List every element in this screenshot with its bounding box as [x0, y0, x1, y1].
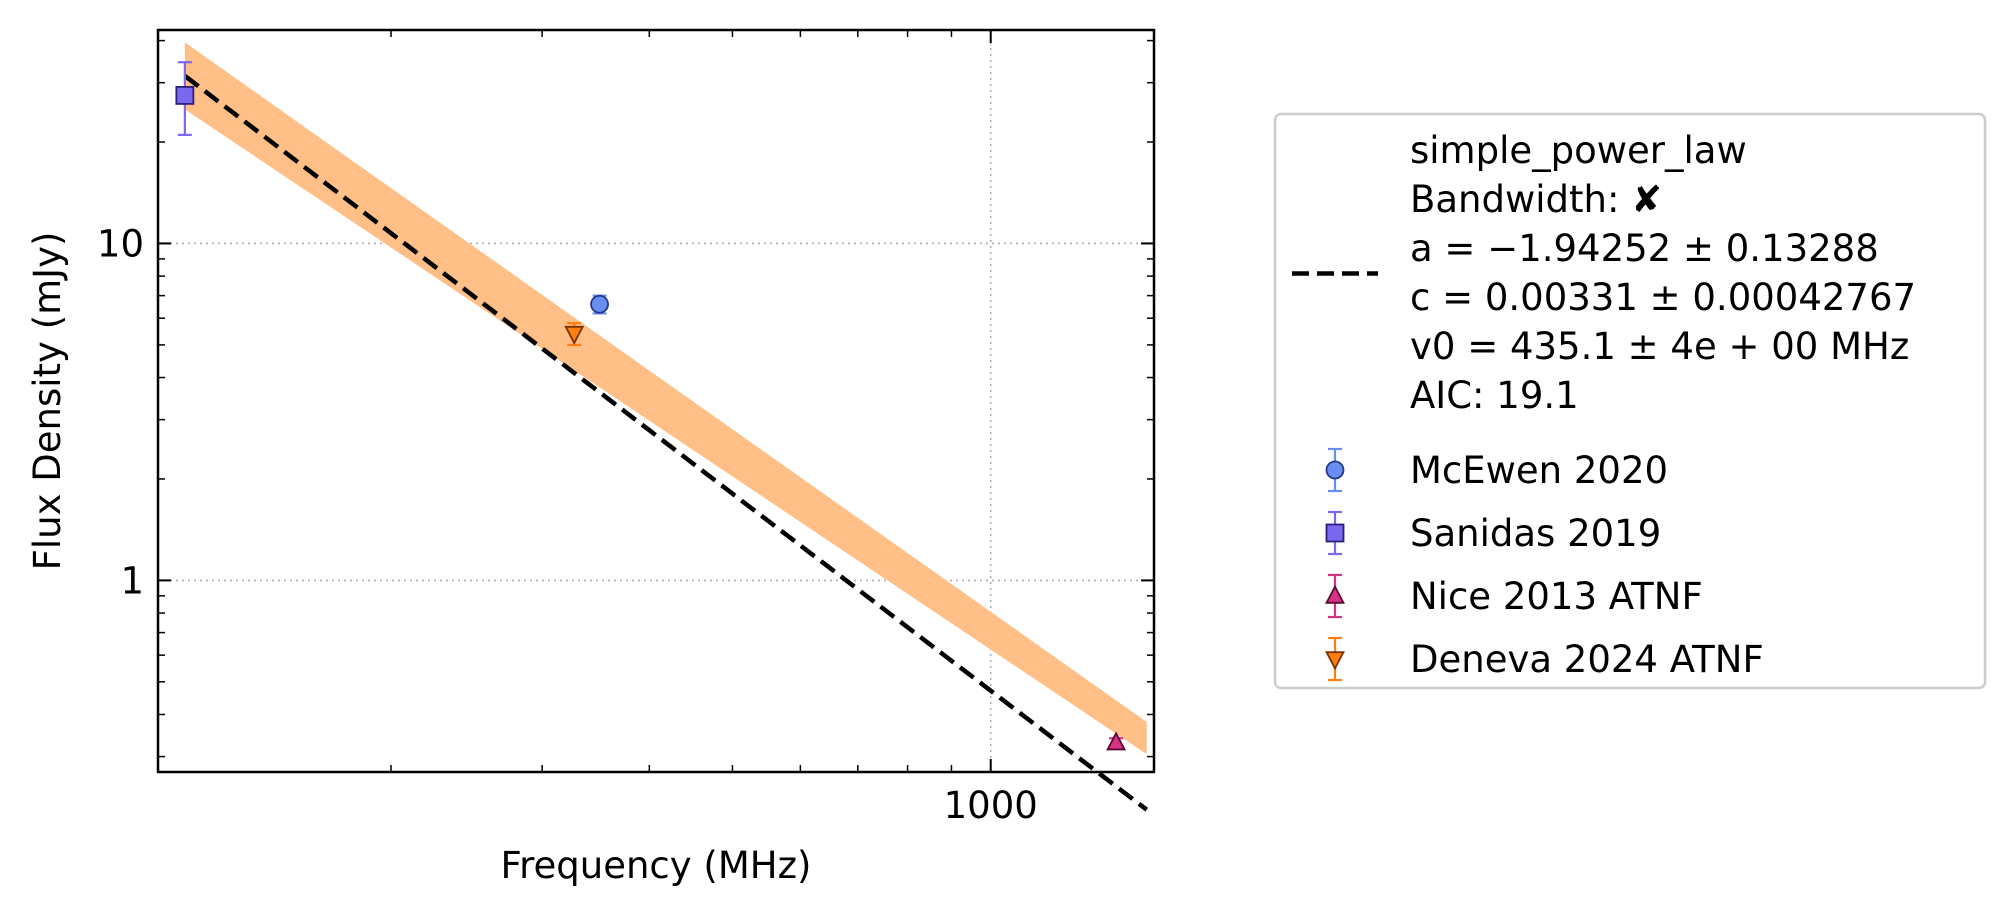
axis-ticks: 1000 1 10 — [97, 30, 1154, 827]
legend-items: simple_power_law Bandwidth: ✘ a = −1.94252… — [1292, 129, 1916, 682]
legend-fit-text: a = −1.94252 ± 0.13288 — [1410, 227, 1879, 270]
fit-confidence-band — [184, 42, 1147, 755]
fit-line-layer — [183, 74, 1149, 812]
data-point — [175, 86, 195, 105]
legend: simple_power_law Bandwidth: ✘ a = −1.94252… — [1273, 112, 1987, 690]
legend-fit-text: Bandwidth: ✘ — [1410, 178, 1662, 221]
y-tick-label: 10 — [97, 222, 144, 265]
legend-fit-text: simple_power_law — [1410, 129, 1747, 172]
legend-fit-text: v0 = 435.1 ± 4e + 00 MHz — [1410, 325, 1909, 368]
data-point — [590, 294, 609, 314]
data-points-layer — [175, 61, 1127, 751]
x-axis-label: Frequency (MHz) — [501, 844, 812, 887]
y-axis-label: Flux Density (mJy) — [26, 232, 69, 571]
legend-marker — [1325, 651, 1345, 671]
legend-box — [1273, 112, 1987, 690]
plot-frame — [156, 28, 1156, 774]
legend-series-label: Nice 2013 ATNF — [1410, 575, 1703, 618]
y-tick-label: 1 — [120, 559, 144, 602]
legend-marker — [1325, 584, 1345, 604]
legend-fit-text: c = 0.00331 ± 0.00042767 — [1410, 276, 1916, 319]
legend-fit-text: AIC: 19.1 — [1410, 374, 1579, 417]
legend-marker — [1325, 523, 1345, 543]
data-point — [564, 325, 585, 345]
legend-series-label: Sanidas 2019 — [1410, 512, 1661, 555]
legend-series-label: McEwen 2020 — [1410, 449, 1668, 492]
x-tick-label: 1000 — [944, 784, 1038, 827]
legend-series-label: Deneva 2024 ATNF — [1410, 638, 1764, 681]
legend-marker — [1325, 460, 1345, 480]
confidence-band-layer — [184, 42, 1147, 755]
data-point — [1106, 731, 1127, 751]
fit-line — [183, 74, 1149, 812]
